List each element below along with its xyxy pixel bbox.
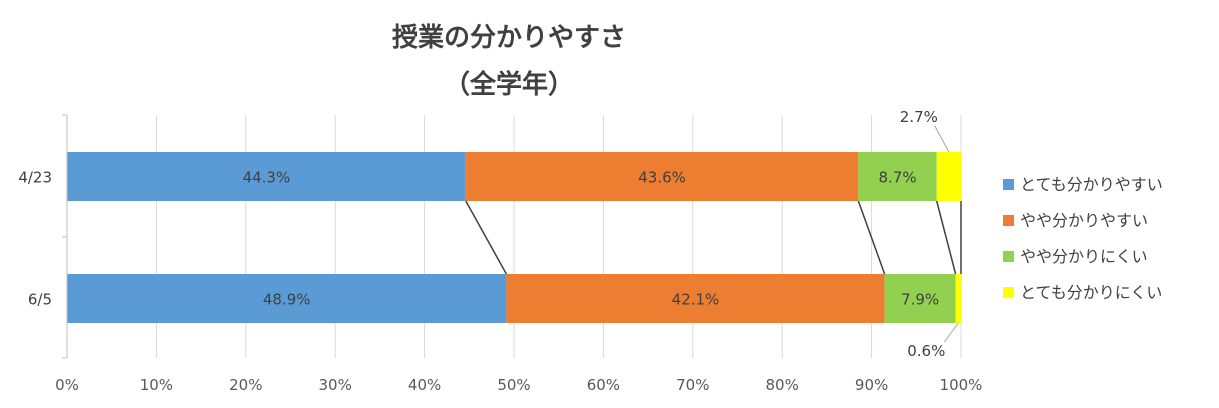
x-tick-label: 60% [587, 376, 620, 394]
legend-swatch [1003, 179, 1014, 190]
legend-swatch [1003, 251, 1014, 262]
series-line [857, 200, 886, 275]
data-label: 8.7% [878, 169, 916, 187]
x-tick-label: 70% [676, 376, 709, 394]
legend-label: とても分かりにくい [1020, 283, 1162, 302]
series-line [935, 200, 957, 275]
data-label: 44.3% [243, 169, 291, 187]
bar-segment [67, 274, 507, 323]
data-label: 42.1% [672, 291, 720, 309]
legend-swatch [1003, 287, 1014, 298]
legend-swatch [1003, 215, 1014, 226]
data-label: 0.6% [907, 342, 945, 360]
x-tick-label: 10% [140, 376, 173, 394]
leader-line [943, 322, 959, 343]
legend-label: やや分かりにくい [1020, 247, 1148, 266]
data-label: 7.9% [901, 291, 939, 309]
data-labels: 44.3% 43.6% 8.7% 2.7% 48.9% 42.1% 7.9% 0.6% [243, 108, 959, 360]
data-label: 48.9% [263, 291, 311, 309]
series-lines [465, 200, 962, 275]
data-label: 43.6% [638, 169, 686, 187]
x-tick-label: 40% [408, 376, 441, 394]
axes: 0% 10% 20% 30% 40% 50% 60% 70% 80% 90% 100% 4/23 6/5 [18, 114, 983, 394]
x-tick-label: 0% [55, 376, 79, 394]
series-line [465, 200, 508, 275]
bar-segment [955, 274, 961, 323]
bar-segment [465, 152, 859, 201]
x-tick-label: 90% [855, 376, 888, 394]
bar-segment [67, 152, 466, 201]
chart-subtitle: （全学年） [444, 69, 574, 100]
x-tick-label: 30% [319, 376, 352, 394]
chart-title: 授業の分かりやすさ [392, 23, 626, 53]
x-tick-label: 80% [766, 376, 799, 394]
bar-segment [858, 152, 937, 201]
data-label: 2.7% [900, 108, 938, 126]
category-label: 4/23 [18, 169, 52, 187]
legend-label: とても分かりやすい [1020, 175, 1163, 194]
x-tick-label: 100% [940, 376, 983, 394]
bar-segment [506, 274, 885, 323]
bar-segment [936, 152, 961, 201]
bars [67, 152, 961, 323]
x-tick-label: 20% [229, 376, 262, 394]
legend-label: やや分かりやすい [1020, 211, 1148, 230]
leader-line [934, 125, 950, 153]
bar-segment [884, 274, 956, 323]
category-label: 6/5 [28, 291, 52, 309]
x-tick-label: 50% [497, 376, 530, 394]
